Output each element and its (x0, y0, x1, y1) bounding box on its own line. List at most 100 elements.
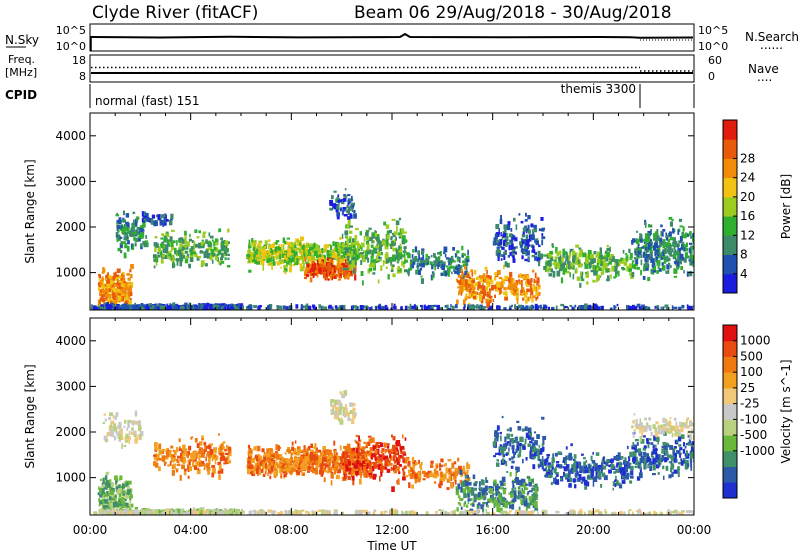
power-cell (656, 270, 659, 274)
power-cell (128, 281, 131, 284)
power-cell (117, 247, 121, 252)
power-cell (365, 241, 370, 245)
power-cell (567, 260, 571, 264)
power-cell (623, 261, 628, 266)
power-cell (683, 246, 686, 252)
velocity-cell (360, 472, 362, 479)
velocity-cell (247, 460, 251, 464)
power-cell (127, 228, 130, 234)
power-cell (614, 263, 618, 269)
power-cell (589, 266, 591, 269)
power-cell (120, 226, 123, 229)
power-cell (350, 305, 353, 310)
power-cell (365, 256, 368, 260)
power-cell (208, 246, 212, 251)
power-cell (622, 249, 625, 254)
power-cell (635, 305, 639, 308)
power-cell (287, 246, 290, 250)
power-cell (401, 236, 405, 239)
power-cell (335, 198, 337, 203)
velocity-cell (128, 480, 132, 485)
power-cell (118, 282, 122, 289)
power-cell (154, 305, 157, 309)
power-cell (363, 235, 366, 242)
power-cell (668, 257, 671, 261)
power-cell (215, 238, 219, 243)
velocity-cell (218, 509, 222, 515)
power-cell (320, 264, 323, 268)
velocity-cell (315, 456, 318, 462)
power-cell (596, 274, 600, 281)
power-cell (118, 275, 122, 278)
power-cell (605, 262, 608, 267)
power-cell (101, 283, 103, 289)
power-cell (524, 293, 528, 299)
velocity-cell (218, 474, 221, 480)
power-cell (487, 307, 491, 310)
power-cell (531, 234, 535, 241)
power-cell (536, 277, 540, 284)
power-cell (128, 306, 131, 309)
power-cell (683, 258, 687, 263)
power-cell (134, 307, 138, 310)
power-cell (306, 270, 311, 273)
power-cell (633, 240, 637, 243)
power-cell (304, 276, 307, 280)
power-cell (371, 262, 375, 268)
power-cell (392, 240, 396, 243)
velocity-cell (101, 488, 105, 494)
power-cell (220, 246, 224, 251)
power-cell (218, 228, 222, 233)
power-cell (339, 267, 342, 272)
power-cell (546, 254, 550, 259)
power-cell (568, 256, 570, 261)
velocity-cell (260, 468, 264, 473)
power-cell (425, 257, 428, 262)
power-cell (506, 236, 509, 241)
power-cell (163, 215, 167, 220)
velocity-cell (247, 444, 251, 449)
power-cell (460, 265, 463, 269)
power-cell (409, 261, 414, 265)
power-cell (644, 257, 648, 263)
power-cell (368, 267, 373, 272)
velocity-cell (355, 459, 360, 466)
power-cell (605, 268, 608, 273)
velocity-cell (103, 483, 106, 488)
power-cell (520, 247, 523, 253)
velocity-cell (299, 466, 303, 470)
velocity-cell (328, 454, 333, 458)
power-cell (184, 302, 188, 305)
power-cell (599, 258, 602, 265)
power-cell (175, 258, 180, 262)
velocity-cell (323, 477, 326, 483)
velocity-cell (173, 463, 176, 470)
power-cell (165, 233, 168, 236)
velocity-cell (249, 464, 254, 469)
power-cell (366, 251, 370, 254)
power-cell (541, 236, 546, 240)
power-cell (531, 249, 535, 253)
power-cell (344, 263, 347, 267)
velocity-cell (122, 490, 126, 493)
power-cell (397, 250, 402, 255)
power-cell (525, 305, 529, 310)
power-cell (421, 305, 423, 310)
power-cell (562, 262, 565, 266)
power-cell (521, 244, 524, 247)
velocity-cell (218, 451, 222, 454)
power-cell (547, 265, 549, 272)
velocity-cell (339, 463, 343, 469)
power-cell (513, 251, 517, 254)
power-cell (124, 244, 128, 249)
power-cell (646, 256, 651, 261)
velocity-cell (364, 459, 369, 462)
power-cell (354, 235, 358, 240)
power-cell (480, 289, 484, 295)
power-cell (336, 204, 340, 207)
power-cell (285, 242, 289, 245)
power-cell (377, 251, 381, 256)
power-cell (140, 224, 144, 231)
power-cell (392, 254, 396, 259)
power-cell (562, 263, 565, 270)
